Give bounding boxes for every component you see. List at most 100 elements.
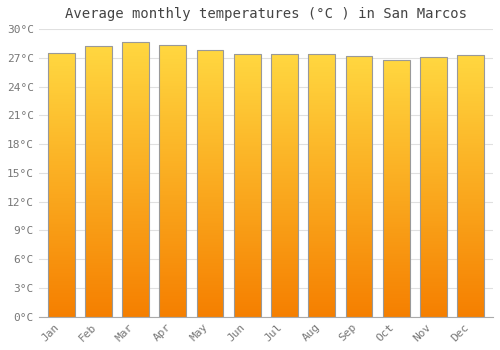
Bar	[346, 107, 372, 108]
Bar	[383, 280, 409, 281]
Bar	[160, 303, 186, 304]
Bar	[271, 84, 298, 85]
Bar	[85, 261, 112, 263]
Bar	[122, 244, 149, 245]
Bar	[48, 82, 74, 83]
Bar	[308, 306, 335, 308]
Bar	[160, 83, 186, 85]
Bar	[234, 189, 260, 191]
Bar	[458, 102, 484, 103]
Bar	[48, 260, 74, 261]
Bar	[196, 214, 224, 216]
Bar	[234, 112, 260, 113]
Bar	[234, 71, 260, 72]
Bar	[458, 285, 484, 287]
Bar	[196, 249, 224, 250]
Bar	[308, 87, 335, 88]
Bar	[85, 149, 112, 150]
Bar	[196, 182, 224, 183]
Bar	[196, 205, 224, 206]
Bar	[271, 109, 298, 111]
Bar	[48, 188, 74, 189]
Bar	[383, 254, 409, 255]
Bar	[160, 265, 186, 267]
Bar	[48, 296, 74, 297]
Bar	[308, 254, 335, 255]
Bar	[196, 226, 224, 228]
Bar	[48, 231, 74, 232]
Bar	[420, 57, 447, 317]
Bar	[85, 135, 112, 137]
Bar	[122, 108, 149, 110]
Bar	[308, 273, 335, 275]
Bar	[420, 165, 447, 166]
Bar	[383, 134, 409, 135]
Bar	[383, 184, 409, 186]
Bar	[308, 234, 335, 235]
Bar	[234, 203, 260, 204]
Bar	[308, 278, 335, 279]
Bar	[458, 55, 484, 56]
Bar	[48, 85, 74, 86]
Bar	[458, 232, 484, 233]
Bar	[271, 122, 298, 124]
Bar	[308, 78, 335, 79]
Bar	[383, 300, 409, 301]
Bar	[196, 221, 224, 222]
Bar	[122, 217, 149, 218]
Bar	[122, 42, 149, 44]
Bar	[48, 189, 74, 190]
Bar	[420, 114, 447, 116]
Bar	[122, 45, 149, 47]
Bar	[383, 146, 409, 147]
Bar	[458, 308, 484, 309]
Bar	[346, 68, 372, 69]
Bar	[271, 183, 298, 184]
Bar	[308, 76, 335, 78]
Bar	[271, 101, 298, 103]
Bar	[458, 295, 484, 296]
Bar	[383, 93, 409, 95]
Bar	[48, 153, 74, 155]
Bar	[160, 47, 186, 48]
Bar	[160, 192, 186, 193]
Bar	[346, 252, 372, 253]
Bar	[196, 183, 224, 185]
Bar	[383, 288, 409, 290]
Bar	[122, 59, 149, 60]
Bar	[196, 86, 224, 88]
Bar	[458, 263, 484, 265]
Bar	[122, 182, 149, 184]
Bar	[420, 130, 447, 131]
Bar	[346, 214, 372, 215]
Bar	[85, 290, 112, 291]
Bar	[196, 231, 224, 233]
Bar	[160, 85, 186, 86]
Bar	[308, 314, 335, 315]
Bar	[420, 110, 447, 111]
Bar	[85, 315, 112, 317]
Bar	[346, 229, 372, 231]
Bar	[383, 79, 409, 80]
Bar	[458, 170, 484, 172]
Bar	[308, 205, 335, 206]
Bar	[458, 309, 484, 310]
Bar	[234, 101, 260, 103]
Bar	[458, 290, 484, 292]
Bar	[458, 302, 484, 304]
Bar	[48, 217, 74, 218]
Bar	[308, 313, 335, 314]
Bar	[160, 168, 186, 169]
Bar	[383, 96, 409, 97]
Bar	[160, 181, 186, 182]
Bar	[234, 121, 260, 122]
Bar	[383, 85, 409, 87]
Bar	[160, 260, 186, 261]
Bar	[346, 120, 372, 121]
Bar	[458, 313, 484, 314]
Bar	[383, 62, 409, 64]
Bar	[85, 209, 112, 210]
Bar	[420, 144, 447, 145]
Bar	[85, 228, 112, 229]
Bar	[458, 60, 484, 62]
